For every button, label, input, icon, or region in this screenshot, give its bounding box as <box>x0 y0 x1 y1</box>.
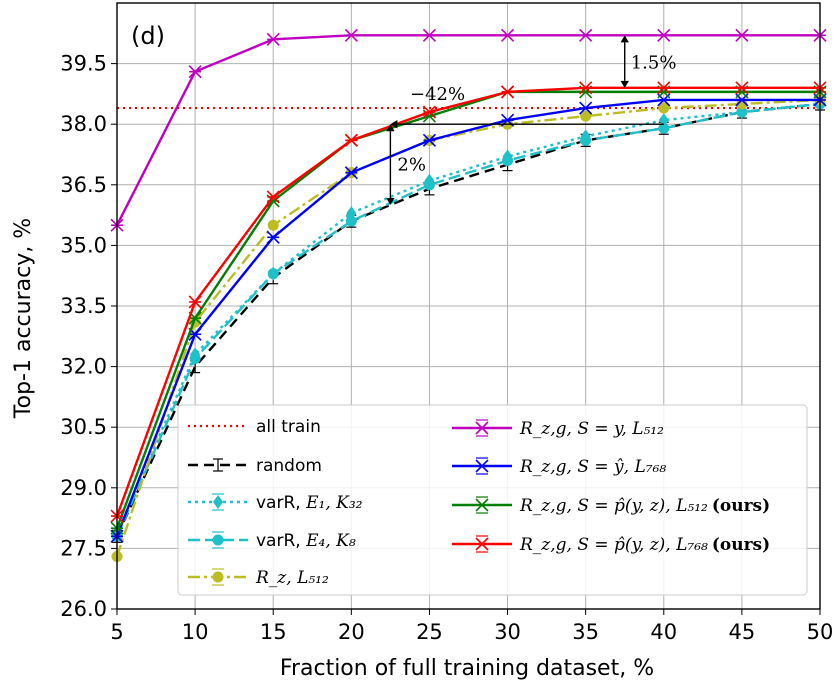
annotation-2pct: 2% <box>397 155 426 176</box>
legend-sample <box>188 531 248 549</box>
y-tick-label: 30.5 <box>60 415 107 439</box>
data-point <box>736 98 748 110</box>
x-tick-label: 35 <box>572 620 599 644</box>
legend-sample <box>452 496 512 514</box>
x-tick-label: 45 <box>729 620 756 644</box>
y-axis-label: Top-1 accuracy, % <box>11 218 36 419</box>
data-point <box>502 155 514 167</box>
y-tick-label: 38.0 <box>60 112 107 136</box>
legend-entry-label: random <box>256 456 322 476</box>
legend-sample <box>188 568 248 586</box>
legend-sample <box>188 493 248 511</box>
data-point <box>267 219 279 231</box>
y-tick-label: 26.0 <box>60 597 107 621</box>
y-tick-label: 27.5 <box>60 536 107 560</box>
x-tick-label: 40 <box>650 620 677 644</box>
series-line <box>115 98 820 537</box>
legend-sample <box>188 458 248 472</box>
series-line <box>115 102 821 533</box>
data-point <box>267 268 279 280</box>
legend-entry-label: R_z,g, S = y, L₅₁₂ <box>519 419 664 439</box>
series-line <box>115 102 821 537</box>
legend-label-math: R_z,g, S = p̂(y, z), L₅₁₂ <box>519 496 708 516</box>
series-line <box>115 98 821 557</box>
legend-marker <box>212 571 224 583</box>
arrow-head <box>390 120 398 129</box>
y-tick-label: 32.0 <box>60 355 107 379</box>
legend-label-plain: all train <box>256 417 321 437</box>
legend-entry-label: varR, E₄, K₈ <box>256 531 356 551</box>
legend-label-math: E₁, K₃₂ <box>305 493 363 513</box>
x-tick-label: 25 <box>416 620 443 644</box>
x-tick-label: 15 <box>260 620 287 644</box>
legend-label-plain: varR, <box>256 493 306 513</box>
x-tick-label: 20 <box>338 620 365 644</box>
series-line <box>115 34 820 226</box>
arrow-head <box>386 124 395 132</box>
data-point <box>736 106 748 118</box>
arrow-head <box>620 80 629 88</box>
legend-entry-label: R_z,g, S = ŷ, L₇₆₈ <box>519 457 666 477</box>
legend-label-bold: (ours) <box>712 535 770 555</box>
legend-entry-label: varR, E₁, K₃₂ <box>256 493 363 513</box>
legend-box <box>177 404 808 596</box>
data-point <box>658 122 670 134</box>
y-tick-label: 35.0 <box>60 233 107 257</box>
legend-marker <box>212 534 224 546</box>
x-tick-label: 30 <box>494 620 521 644</box>
y-tick-label: 29.0 <box>60 476 107 500</box>
legend-entry-label: R_z, L₅₁₂ <box>255 568 329 588</box>
series-line <box>115 86 820 517</box>
y-tick-label: 39.5 <box>60 52 107 76</box>
legend-label-math: R_z,g, S = ŷ, L₇₆₈ <box>519 457 666 477</box>
data-point <box>580 134 592 146</box>
data-point <box>345 215 357 227</box>
legend-label-math: E₄, K₈ <box>305 531 356 551</box>
annotation-neg42pct: −42% <box>410 84 465 105</box>
data-point <box>580 110 592 122</box>
annotation-1.5pct: 1.5% <box>631 53 677 74</box>
data-point <box>658 102 670 114</box>
data-point <box>423 179 435 191</box>
arrow-head <box>386 198 395 205</box>
legend-marker <box>213 495 223 509</box>
legend-sample <box>452 457 512 475</box>
x-tick-label: 10 <box>182 620 209 644</box>
legend-sample <box>452 535 512 553</box>
annotations-group: 1.5% 2% −42% <box>386 35 676 205</box>
x-tick-label: 5 <box>110 620 123 644</box>
series-line <box>115 90 820 529</box>
data-point <box>189 353 201 365</box>
ticks-group: 5 10 15 20 25 30 35 40 45 50 26.0 27.5 29.0 30.5 32.0 3… <box>60 52 833 644</box>
legend-entry-label: R_z,g, S = p̂(y, z), L₇₆₈ (ours) <box>519 535 770 555</box>
legend-label-plain: random <box>256 456 322 476</box>
x-tick-label: 50 <box>807 620 834 644</box>
legend-entry-label: all train <box>256 417 321 437</box>
panel-label: (d) <box>131 22 165 50</box>
y-tick-label: 33.5 <box>60 294 107 318</box>
series-group <box>110 28 827 562</box>
y-tick-label: 36.5 <box>60 173 107 197</box>
legend-label-math: R_z,g, S = y, L₅₁₂ <box>519 419 664 439</box>
arrow-head <box>620 35 629 43</box>
legend-label-math: R_z,g, S = p̂(y, z), L₇₆₈ <box>519 535 708 555</box>
legend-entry-label: R_z,g, S = p̂(y, z), L₅₁₂ (ours) <box>519 496 770 516</box>
legend-label-plain: varR, <box>256 531 306 551</box>
legend-sample <box>452 419 512 437</box>
legend-label-math: R_z, L₅₁₂ <box>255 568 329 588</box>
legend-label-bold: (ours) <box>712 496 770 516</box>
x-axis-label: Fraction of full training dataset, % <box>280 656 654 681</box>
